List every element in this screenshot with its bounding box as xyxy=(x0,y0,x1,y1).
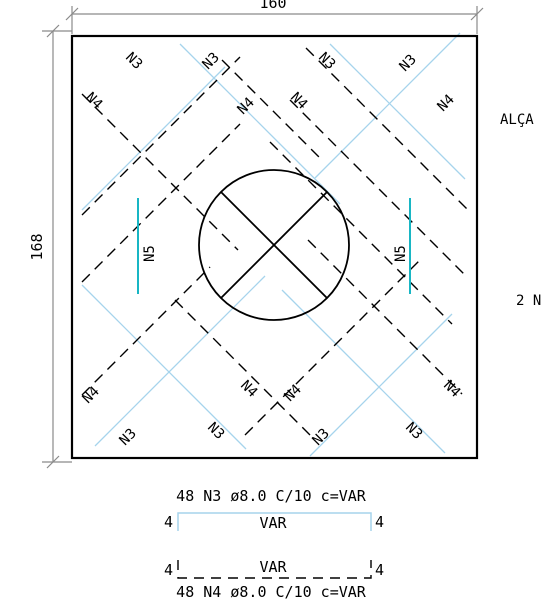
n5-bars xyxy=(137,198,411,294)
n5-label: N5 xyxy=(142,245,158,262)
height-dimension-label: 168 xyxy=(28,233,46,260)
n3-bars xyxy=(81,32,466,457)
n3-bar-length: VAR xyxy=(259,514,287,532)
n3-right-hook-length: 4 xyxy=(375,513,384,531)
n4-left-hook-length: 4 xyxy=(164,561,173,579)
n4-bar-length: VAR xyxy=(259,558,287,576)
n4-label: N4 xyxy=(235,95,258,118)
n3-label: N3 xyxy=(402,420,425,443)
n4-bars xyxy=(81,47,469,436)
top-dimension: 160 xyxy=(65,0,484,34)
n4-bar-shape xyxy=(177,560,372,579)
left-dimension: 168 xyxy=(28,24,72,469)
n3-label: N3 xyxy=(200,50,223,73)
n4-schedule-description: 48 N4 ø8.0 C/10 c=VAR xyxy=(176,583,367,601)
n4-label: N4 xyxy=(82,90,105,113)
alca-label: ALÇA xyxy=(500,112,534,128)
n3-label: N3 xyxy=(397,52,420,75)
n3-label: N3 xyxy=(310,426,333,449)
n3-label: N3 xyxy=(117,426,140,449)
slab-outline xyxy=(70,34,479,460)
n4-label: N4 xyxy=(287,90,310,113)
two-n-label: 2 N xyxy=(516,293,541,309)
n3-label: N3 xyxy=(315,50,338,73)
schedule-n3: 48 N3 ø8.0 C/10 c=VAR 4 VAR 4 xyxy=(164,487,384,532)
central-opening xyxy=(198,169,350,321)
n3-bar-shape xyxy=(177,512,372,531)
n4-label: N4 xyxy=(80,384,103,407)
schedule-n4: 4 VAR 4 48 N4 ø8.0 C/10 c=VAR xyxy=(164,558,384,601)
n3-label: N3 xyxy=(122,50,145,73)
n4-label: N4 xyxy=(435,92,458,115)
n5-labels: N5 N5 xyxy=(142,245,409,262)
n4-label: N4 xyxy=(440,378,463,401)
n4-label: N4 xyxy=(282,382,305,405)
width-dimension-label: 160 xyxy=(259,0,286,12)
n4-right-hook-length: 4 xyxy=(375,561,384,579)
n3-label: N3 xyxy=(204,420,227,443)
n3-schedule-description: 48 N3 ø8.0 C/10 c=VAR xyxy=(176,487,367,505)
n3-left-hook-length: 4 xyxy=(164,513,173,531)
n5-label: N5 xyxy=(393,245,409,262)
